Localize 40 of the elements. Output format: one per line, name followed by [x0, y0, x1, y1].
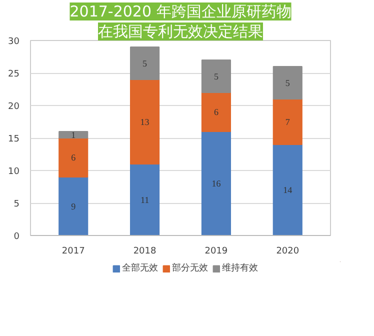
data-label: 11	[140, 194, 150, 205]
data-label: 5	[142, 58, 148, 68]
data-label: 6	[214, 107, 219, 117]
bar	[58, 176, 88, 236]
y-tick-label: 10	[8, 167, 20, 177]
data-label: 7	[285, 116, 290, 127]
y-tick-label: 25	[8, 70, 20, 80]
x-tick-label: 2018	[133, 246, 157, 256]
y-tick-label: 20	[8, 102, 20, 112]
data-label: 6	[71, 152, 76, 162]
data-label: 9	[71, 201, 76, 212]
bar	[130, 79, 160, 164]
data-label: 5	[285, 78, 290, 88]
x-tick-label: 2017	[62, 246, 85, 256]
chart-subtitle: 在我国专利无效决定结果	[98, 22, 263, 40]
legend-label: 全部无效	[122, 262, 158, 274]
x-tick-label: 2019	[204, 246, 228, 256]
bar	[272, 144, 302, 236]
chart-title: 2017-2020 年跨国企业原研药物	[70, 2, 292, 20]
bar	[58, 131, 88, 138]
data-label: 1	[71, 130, 76, 140]
x-tick-label: 2020	[276, 246, 300, 256]
bar	[58, 138, 88, 178]
data-label: 16	[212, 178, 222, 188]
bar	[201, 60, 231, 93]
bar	[201, 92, 231, 132]
y-tick-label: 0	[14, 232, 20, 242]
bar	[201, 131, 231, 236]
bar	[130, 46, 160, 80]
legend-label: 维持有效	[222, 262, 258, 274]
y-tick-label: 5	[14, 200, 20, 210]
y-tick-label: 15	[8, 134, 20, 144]
bar	[272, 98, 302, 145]
legend-label: 部分无效	[172, 262, 208, 274]
bar	[272, 66, 302, 100]
y-tick-label: 30	[8, 37, 20, 47]
data-label: 14	[283, 185, 293, 195]
data-label: 13	[140, 116, 150, 127]
bar	[130, 164, 160, 236]
data-label: 5	[214, 71, 219, 82]
